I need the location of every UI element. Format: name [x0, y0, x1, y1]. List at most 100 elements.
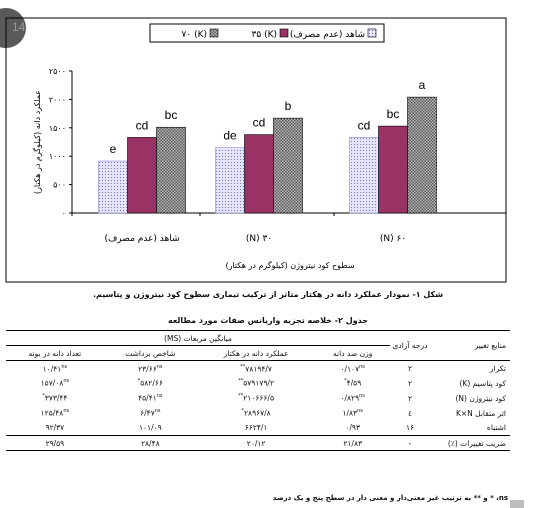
table-cell: ۲۱/۸۳ [343, 438, 362, 448]
significance-mark: ** [240, 363, 246, 370]
x-axis-label: سطوح کود نیتروژن (کیلوگرم در هکتار) [225, 260, 354, 270]
table-cell: ۵۷۹۱۷۹/۲** [238, 378, 274, 388]
table-row: کود نیتروژن (N) ۲ ۰/۸۲۹ns ۲۱۰۶۶۶/۵** ۴۵/۴۱ns… [6, 391, 510, 406]
row-source: ضریب تغییرات (٪) [447, 438, 506, 448]
table-row: اشتباه ۱۶ ۰/۹۳ ۶۶۲۴/۱ ۱۰۱/۰۹ ۹۲/۳۷ [6, 421, 510, 436]
row-source: اثر متقابل K×N [455, 408, 506, 418]
table-cell: ۶۶۲۴/۱ [244, 423, 268, 433]
bar [156, 126, 186, 214]
significance-mark: * [137, 378, 141, 385]
significance-letter: bc [165, 108, 178, 122]
table-cell: ۱/۸۳ns [342, 408, 363, 418]
significance-letter: cd [358, 118, 371, 132]
significance-letter: bc [387, 107, 400, 121]
row-df: ۱۶ [405, 423, 415, 433]
bar [349, 137, 379, 214]
table-cell: ۲۰/۱۲ [246, 438, 266, 448]
bar [127, 137, 157, 214]
table-cell: ۵۸۲/۶۶* [137, 378, 163, 388]
table-cell: ۲۱۰۶۶۶/۵** [238, 393, 274, 403]
header-df: درجه آزادی [392, 341, 428, 350]
table-cell: ۷۸۱۹۴/۷** [240, 363, 272, 374]
x-tick-label: ۶۰ (N) [380, 234, 406, 244]
significance-mark: ns [63, 378, 70, 385]
significance-mark: * [344, 378, 347, 385]
significance-mark: * [241, 408, 245, 415]
significance-mark: ns [359, 363, 365, 370]
table-cell: ۲۳/۶۶ns [138, 363, 163, 374]
significance-letter: cd [136, 118, 149, 132]
legend [149, 23, 385, 43]
significance-mark: ns [154, 408, 161, 415]
row-df: ۲ [407, 393, 413, 403]
table-cell: ۴/۵۹* [344, 378, 362, 388]
table-cell: ۲۸/۴۸ [141, 438, 160, 448]
significance-mark: ** [238, 393, 244, 400]
y-tick-label: ۵۰۰ [53, 181, 66, 190]
table-cell: ۰/۱۰۷ns [340, 363, 365, 374]
table-cell: ۱۵۷/۰۸ns [40, 378, 70, 388]
legend-swatch [279, 28, 289, 38]
significance-mark: ns [359, 393, 365, 400]
table-footnote: ns، * و ** به ترتیب غیر معنی‌دار و معنی … [272, 494, 508, 502]
legend-swatch [209, 28, 219, 38]
table-cell: ۲۸۹۶۷/۸* [241, 408, 271, 418]
table-row: اثر متقابل K×N ٤ ۱/۸۳ns ۲۸۹۶۷/۸* ۶/۴۷ns ۱۲۵/۴… [6, 406, 510, 421]
row-df: - [408, 438, 412, 448]
row-df: ٤ [407, 408, 413, 418]
significance-letter: e [110, 142, 117, 156]
header-ms: میانگین مربعات (MS) [6, 330, 390, 346]
y-tick-label: ۰ [62, 209, 66, 218]
table-cell: ۴۵/۴۱ns [138, 393, 163, 403]
significance-mark: * [42, 393, 45, 400]
table-cell: ۱۰/۴۱ns [42, 363, 68, 374]
legend-label: شاهد (عدم مصرف) [290, 30, 365, 40]
row-source: کود نیتروژن (N) [455, 393, 506, 403]
bar [407, 96, 437, 214]
bar [98, 160, 128, 214]
table-cell: ۰/۹۳ [345, 423, 360, 433]
header-source: منابع تغییر [474, 341, 506, 350]
col-header: عملکرد دانه در هکتار [223, 348, 289, 358]
table-cell: ۲۹/۵۹ [45, 438, 65, 448]
significance-letter: de [223, 129, 237, 143]
table-row: تکرار ۲ ۰/۱۰۷ns ۷۸۱۹۴/۷** ۲۳/۶۶ns ۱۰/۴۱ns [6, 361, 510, 376]
y-tick-label: ۲۰۰۰ [49, 95, 66, 104]
y-axis-label: عملکرد دانه (کیلوگرم در هکتار) [32, 90, 42, 194]
row-source: کود پتاسیم (K) [459, 378, 506, 388]
bar [273, 117, 303, 214]
significance-mark: ns [156, 363, 163, 370]
x-tick-label: شاهد (عدم مصرف) [104, 234, 179, 244]
table-cell: ۱۲۵/۴۸ns [40, 408, 70, 418]
legend-label: ۳۵ (K) [252, 30, 277, 40]
page-number: 14 [12, 20, 26, 34]
table-cell: ۰/۸۲۹ns [340, 393, 365, 403]
table-cell: ۹۲/۳۷ [45, 423, 65, 433]
significance-mark: ns [61, 363, 68, 370]
row-source: تکرار [489, 363, 506, 373]
table-cell: ۶/۴۷ns [140, 408, 161, 418]
figure-caption: شکل ۱- نمودار عملکرد دانه در هکتار متاثر… [92, 290, 444, 299]
legend-swatch [367, 28, 377, 38]
x-tick-label: ۳۰ (N) [246, 234, 272, 244]
legend-label: ۷۰ (K) [182, 30, 207, 40]
y-tick-label: ۱۵۰۰ [49, 124, 66, 133]
significance-mark: ns [357, 408, 363, 415]
anova-table: منابع تغییر درجه آزادی میانگین مربعات (M… [6, 330, 510, 451]
y-tick-label: ۲۵۰۰ [49, 67, 66, 76]
table-row: کود پتاسیم (K) ۲ ۴/۵۹* ۵۷۹۱۷۹/۲** ۵۸۲/۶۶* ۱۵۷… [6, 376, 510, 391]
bar [378, 125, 408, 214]
col-header: تعداد دانه در بوته [28, 348, 82, 358]
bar-chart: ۰ ۵۰۰ ۱۰۰۰ ۱۵۰۰ ۲۰۰۰ ۲۵۰۰ عملکرد دانه (کیلوگرم… [5, 17, 507, 283]
significance-letter: a [419, 78, 426, 92]
col-header: شاخص برداشت [125, 348, 176, 358]
col-header: وزن صد دانه [333, 348, 373, 358]
table-caption: جدول ۲- خلاصه تجزیه واریانس صفات مورد مط… [167, 316, 368, 325]
row-source: اشتباه [486, 423, 506, 433]
page-edge-marker [510, 500, 524, 508]
table-row-cv: ضریب تغییرات (٪) - ۲۱/۸۳ ۲۰/۱۲ ۲۸/۴۸ ۲۹/۵۹ [6, 436, 510, 451]
significance-mark: ** [238, 378, 244, 385]
bar [244, 134, 274, 214]
significance-mark: ns [156, 393, 163, 400]
significance-letter: cd [253, 116, 266, 130]
